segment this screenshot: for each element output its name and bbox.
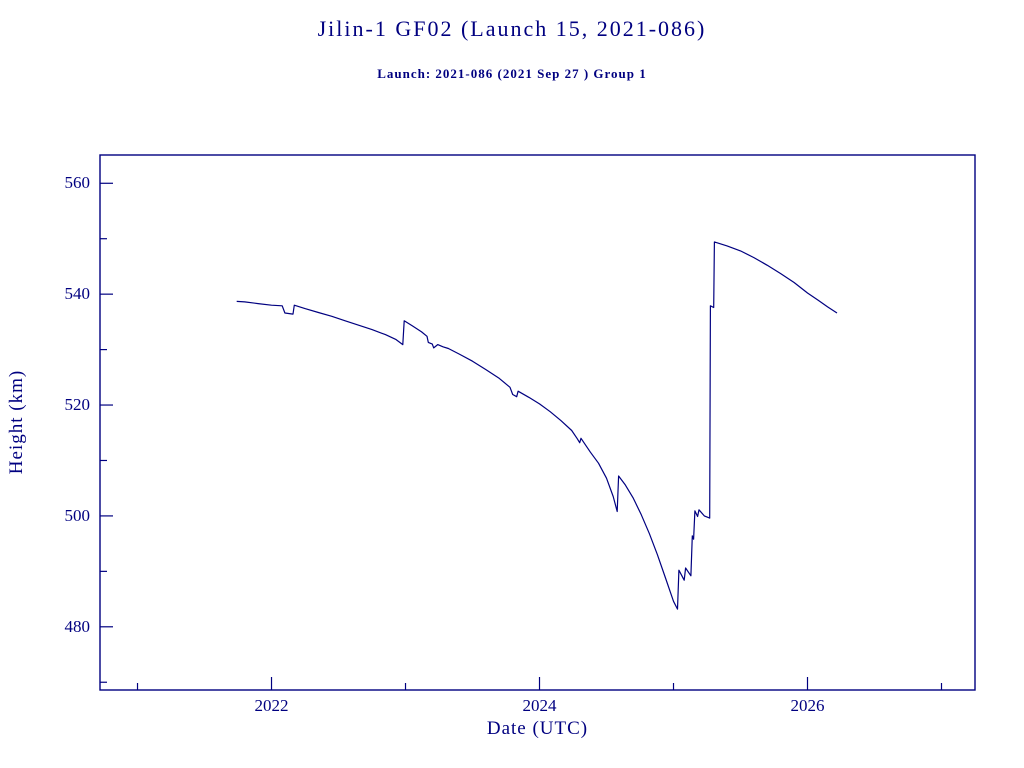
x-tick-label: 2022 [254, 696, 289, 715]
x-axis-label: Date (UTC) [486, 718, 589, 739]
chart-title: Jilin-1 GF02 (Launch 15, 2021-086) [317, 16, 707, 41]
y-tick-label: 520 [64, 395, 91, 415]
y-tick-label: 480 [64, 616, 91, 636]
plot-frame [99, 154, 976, 691]
x-tick-label: 2026 [790, 696, 825, 715]
x-tick-label: 2024 [522, 696, 557, 715]
y-tick-label: 500 [64, 505, 91, 525]
height-series-line [236, 241, 838, 610]
y-tick-label: 560 [64, 173, 91, 193]
chart-subtitle: Launch: 2021-086 (2021 Sep 27 ) Group 1 [377, 66, 647, 81]
y-tick-label: 540 [64, 284, 91, 304]
